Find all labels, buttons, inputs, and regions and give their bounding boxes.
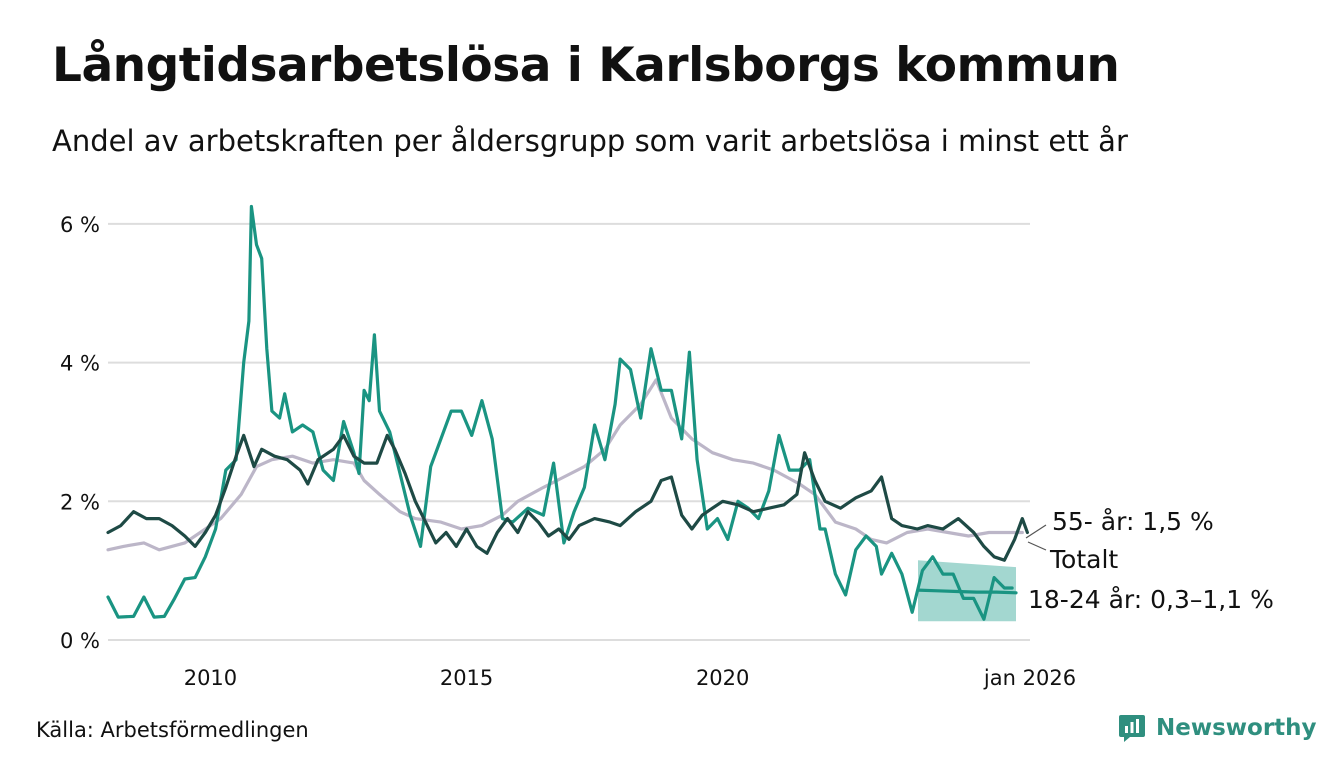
end-label-leader <box>1027 541 1047 551</box>
end-label-leader <box>1025 524 1047 539</box>
gridlines <box>108 222 1030 641</box>
series-line-18-24-r <box>106 204 1014 621</box>
source-note: Källa: Arbetsförmedlingen <box>36 718 309 742</box>
brand-name: Newsworthy <box>1156 715 1317 741</box>
series-line-18-24-r-os-kert- <box>916 588 1018 595</box>
y-tick-label: 2 % <box>60 490 100 514</box>
series-lines <box>106 204 1029 621</box>
y-tick-label: 0 % <box>60 629 100 653</box>
x-tick-label: 2020 <box>696 666 749 690</box>
end-labels: 55- år: 1,5 % Totalt 18-24 år: 0,3–1,1 % <box>1025 507 1274 614</box>
series-line-55-r <box>106 433 1029 562</box>
end-label: 55- år: 1,5 % <box>1052 507 1214 536</box>
chart-subtitle: Andel av arbetskraften per åldersgrupp s… <box>52 124 1128 158</box>
end-label: 18-24 år: 0,3–1,1 % <box>1028 585 1274 614</box>
chart-title: Långtidsarbetslösa i Karlsborgs kommun <box>52 38 1120 93</box>
y-axis-ticks: 0 % 2 % 4 % 6 % <box>60 213 100 653</box>
x-tick-label: 2010 <box>184 666 237 690</box>
end-label: Totalt <box>1049 545 1118 574</box>
series-line-totalt <box>106 378 1024 552</box>
y-tick-label: 6 % <box>60 213 100 237</box>
brand-logo: Newsworthy <box>1118 713 1317 743</box>
newsworthy-logo-icon <box>1119 715 1145 742</box>
x-axis-ticks: 2010 2015 2020 jan 2026 <box>184 666 1076 690</box>
x-tick-label: 2015 <box>440 666 493 690</box>
x-tick-label: jan 2026 <box>983 666 1076 690</box>
y-tick-label: 4 % <box>60 352 100 376</box>
